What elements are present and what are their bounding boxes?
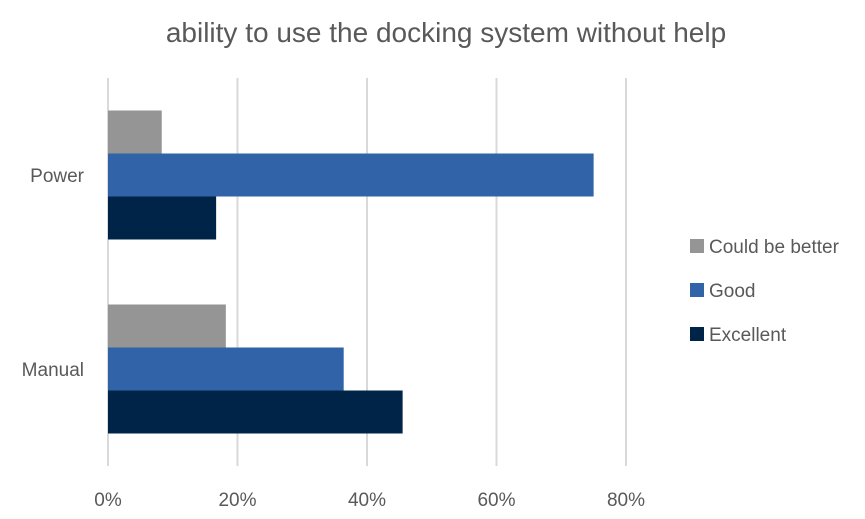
bar	[108, 153, 594, 197]
legend-swatch	[690, 239, 704, 253]
legend-label: Could be better	[709, 237, 840, 258]
x-tick-label: 60%	[477, 490, 515, 511]
x-tick-label: 80%	[607, 490, 645, 511]
x-tick-label: 0%	[94, 490, 122, 511]
legend-label: Good	[709, 281, 755, 302]
x-tick-label: 20%	[218, 490, 256, 511]
bars	[108, 110, 594, 434]
bar	[108, 347, 344, 391]
bar	[108, 196, 217, 240]
legend-swatch	[690, 327, 704, 341]
chart-title: ability to use the docking system withou…	[166, 17, 726, 48]
bar	[108, 304, 226, 348]
legend: Could be better Good Excellent	[690, 237, 840, 346]
x-tick-label: 40%	[348, 490, 386, 511]
bar	[108, 390, 403, 434]
category-label: Power	[30, 166, 85, 187]
category-label: Manual	[22, 360, 84, 381]
bar	[108, 110, 162, 154]
legend-label: Excellent	[709, 325, 787, 346]
legend-swatch	[690, 283, 704, 297]
axis-labels: 0% 20% 40% 60% 80% Power Manual	[22, 166, 645, 511]
